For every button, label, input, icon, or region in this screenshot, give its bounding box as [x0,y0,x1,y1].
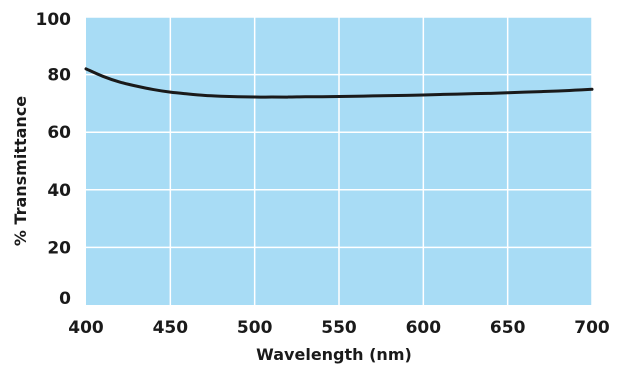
grid-lines [86,16,593,305]
x-tick-labels: 400 450 500 550 600 650 700 [68,318,610,338]
x-tick-label-2: 500 [237,318,273,338]
x-tick-label-3: 550 [321,318,357,338]
y-tick-label-2: 40 [47,181,71,201]
y-tick-label-3: 60 [47,123,71,143]
y-tick-label-5: 100 [36,10,72,30]
x-tick-label-4: 600 [406,318,442,338]
x-tick-label-5: 650 [490,318,526,338]
x-tick-label-6: 700 [574,318,610,338]
x-axis-label: Wavelength (nm) [256,345,412,364]
y-tick-label-0: 0 [59,289,71,309]
y-axis-label: % Transmittance [11,96,30,246]
x-tick-label-1: 450 [153,318,189,338]
transmittance-line [84,67,594,99]
y-tick-label-1: 20 [47,238,71,258]
y-tick-label-4: 80 [47,66,71,86]
y-tick-labels: 0 20 40 60 80 100 [36,10,72,309]
x-tick-label-0: 400 [68,318,104,338]
